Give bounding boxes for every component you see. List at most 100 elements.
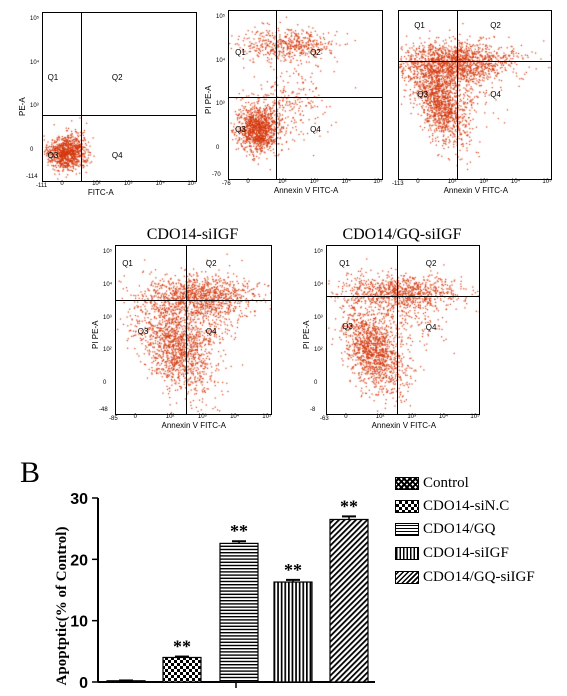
significance-label: ** [340, 496, 358, 516]
x-tick-label: 10⁵ [542, 179, 552, 185]
quadrant-label-q1: Q1 [47, 73, 59, 83]
quadrant-gate-horizontal[interactable] [327, 296, 479, 298]
x-min-label: -113 [392, 181, 404, 187]
x-tick-label: 10⁴ [341, 179, 351, 185]
scatter-dots [116, 246, 271, 414]
y-tick-label: 10³ [216, 101, 225, 108]
quadrant-label-q2: Q2 [111, 73, 123, 83]
x-tick-label: 10³ [407, 414, 416, 420]
quadrant-gate-horizontal[interactable] [399, 61, 551, 63]
quadrant-gate-vertical[interactable] [276, 11, 278, 179]
x-axis-label: FITC-A [87, 188, 114, 197]
y-tick-label: 10² [103, 347, 112, 354]
y-tick-label: 10² [314, 347, 323, 354]
y-tick-label: 20 [70, 552, 88, 569]
x-tick-label: 10⁴ [438, 414, 449, 420]
x-tick-label: 10² [92, 181, 101, 187]
legend-label: CDO14/GQ-siIGF [423, 568, 535, 585]
x-min-label: -63 [320, 416, 329, 422]
scatter-area: Q1 Q2 Q3 Q4 [115, 245, 272, 415]
bar-CDO14/GQ [219, 542, 259, 683]
bar-CDO14-siIGF [273, 581, 313, 683]
legend-label: CDO14/GQ [423, 520, 496, 537]
quadrant-label-q2: Q2 [425, 259, 437, 269]
y-tick-label: 0 [79, 675, 88, 692]
x-min-label: -111 [36, 183, 48, 189]
x-tick-label: 0 [60, 181, 64, 187]
quadrant-label-q4: Q4 [205, 326, 217, 336]
quadrant-gate-horizontal[interactable] [43, 115, 196, 117]
flow-plot-title: CDO14/GQ-siIGF [342, 226, 462, 243]
legend-label: Control [423, 474, 469, 491]
quadrant-label-q3: Q3 [417, 89, 428, 99]
quadrant-label-q2: Q2 [205, 259, 217, 269]
x-tick-label: 10⁴ [155, 181, 165, 187]
y-tick-label: 10⁴ [103, 281, 113, 288]
y-tick-label: 10 [70, 614, 88, 631]
bar-CDO14/GQ-siIGF [329, 518, 369, 683]
legend-swatch [395, 476, 419, 490]
y-tick-label: 30 [70, 491, 88, 508]
apoptosis-bar-chart: 0 10 20 30 Apoptptic(% of Control) ** ** ** ** [54, 491, 375, 692]
x-axis-label: Annexin V FITC-A [443, 186, 509, 195]
quadrant-label-q3: Q3 [342, 321, 353, 331]
x-tick-label: 10⁵ [470, 414, 480, 420]
y-min-label: -8 [310, 407, 316, 413]
scatter-area: Q1 Q2 Q3 Q4 [326, 245, 480, 415]
y-min-label: -48 [99, 407, 108, 413]
quadrant-label-q1: Q1 [339, 259, 350, 269]
y-axis-label: PE-A [18, 97, 27, 117]
y-tick-label: 0 [314, 380, 318, 387]
x-tick-label: 10² [375, 414, 385, 420]
x-tick-label: 0 [416, 179, 420, 185]
significance-label: ** [230, 521, 248, 541]
scatter-dots [327, 246, 479, 414]
quadrant-gate-horizontal[interactable] [229, 96, 382, 98]
quadrant-gate-vertical[interactable] [185, 246, 187, 414]
quadrant-label-q2: Q2 [310, 47, 321, 57]
quadrant-label-q4: Q4 [425, 323, 437, 333]
quadrant-gate-vertical[interactable] [81, 13, 83, 181]
quadrant-label-q1: Q1 [414, 21, 425, 31]
quadrant-gate-vertical[interactable] [396, 246, 398, 414]
legend-item: CDO14-siN.C [395, 498, 509, 514]
scatter-area: Q1 Q2 Q3 Q4 [228, 10, 383, 180]
y-min-label: -70 [212, 172, 221, 178]
legend-label: CDO14-siN.C [423, 497, 510, 514]
y-axis-label: Apoptptic(% of Control) [54, 527, 70, 686]
x-axis-label: Annexin V FITC-A [371, 421, 437, 430]
x-axis-label: Annexin V FITC-A [273, 186, 339, 195]
x-min-label: -76 [222, 181, 231, 187]
quadrant-label-q3: Q3 [137, 326, 149, 336]
quadrant-gate-horizontal[interactable] [116, 299, 271, 301]
legend-swatch [395, 499, 419, 513]
x-tick-label: 0 [344, 414, 348, 420]
legend-swatch [395, 546, 419, 560]
y-tick-label: 10³ [314, 314, 323, 321]
legend-item: CDO14/GQ [395, 521, 496, 537]
x-tick-label: 10⁴ [230, 414, 240, 420]
x-tick-label: 10³ [123, 181, 133, 187]
scatter-dots [229, 11, 382, 179]
bar-CDO14-siN.C [162, 656, 202, 683]
quadrant-label-q4: Q4 [310, 125, 321, 135]
quadrant-label-q1: Q1 [235, 47, 246, 57]
quadrant-gate-vertical[interactable] [456, 11, 458, 179]
y-tick-label: 10⁵ [30, 16, 40, 22]
y-tick-label: 0 [103, 380, 107, 387]
y-min-label: -114 [26, 174, 38, 180]
y-tick-label: 0 [216, 145, 220, 152]
x-tick-label: 10² [165, 414, 175, 420]
y-axis-label: PI PE-A [302, 320, 311, 350]
x-tick-label: 10⁵ [373, 179, 383, 185]
significance-label: ** [173, 637, 191, 657]
quadrant-label-q2: Q2 [490, 21, 501, 31]
y-tick-label: 10⁵ [314, 249, 324, 255]
y-tick-label: 0 [30, 147, 34, 154]
scatter-area: Q1 Q2 Q3 Q4 [398, 10, 552, 180]
x-tick-label: 0 [246, 179, 250, 185]
x-tick-label: 10³ [197, 414, 207, 420]
x-min-label: -85 [109, 416, 118, 422]
scatter-dots [399, 11, 551, 179]
y-tick-label: 10⁴ [314, 281, 324, 288]
